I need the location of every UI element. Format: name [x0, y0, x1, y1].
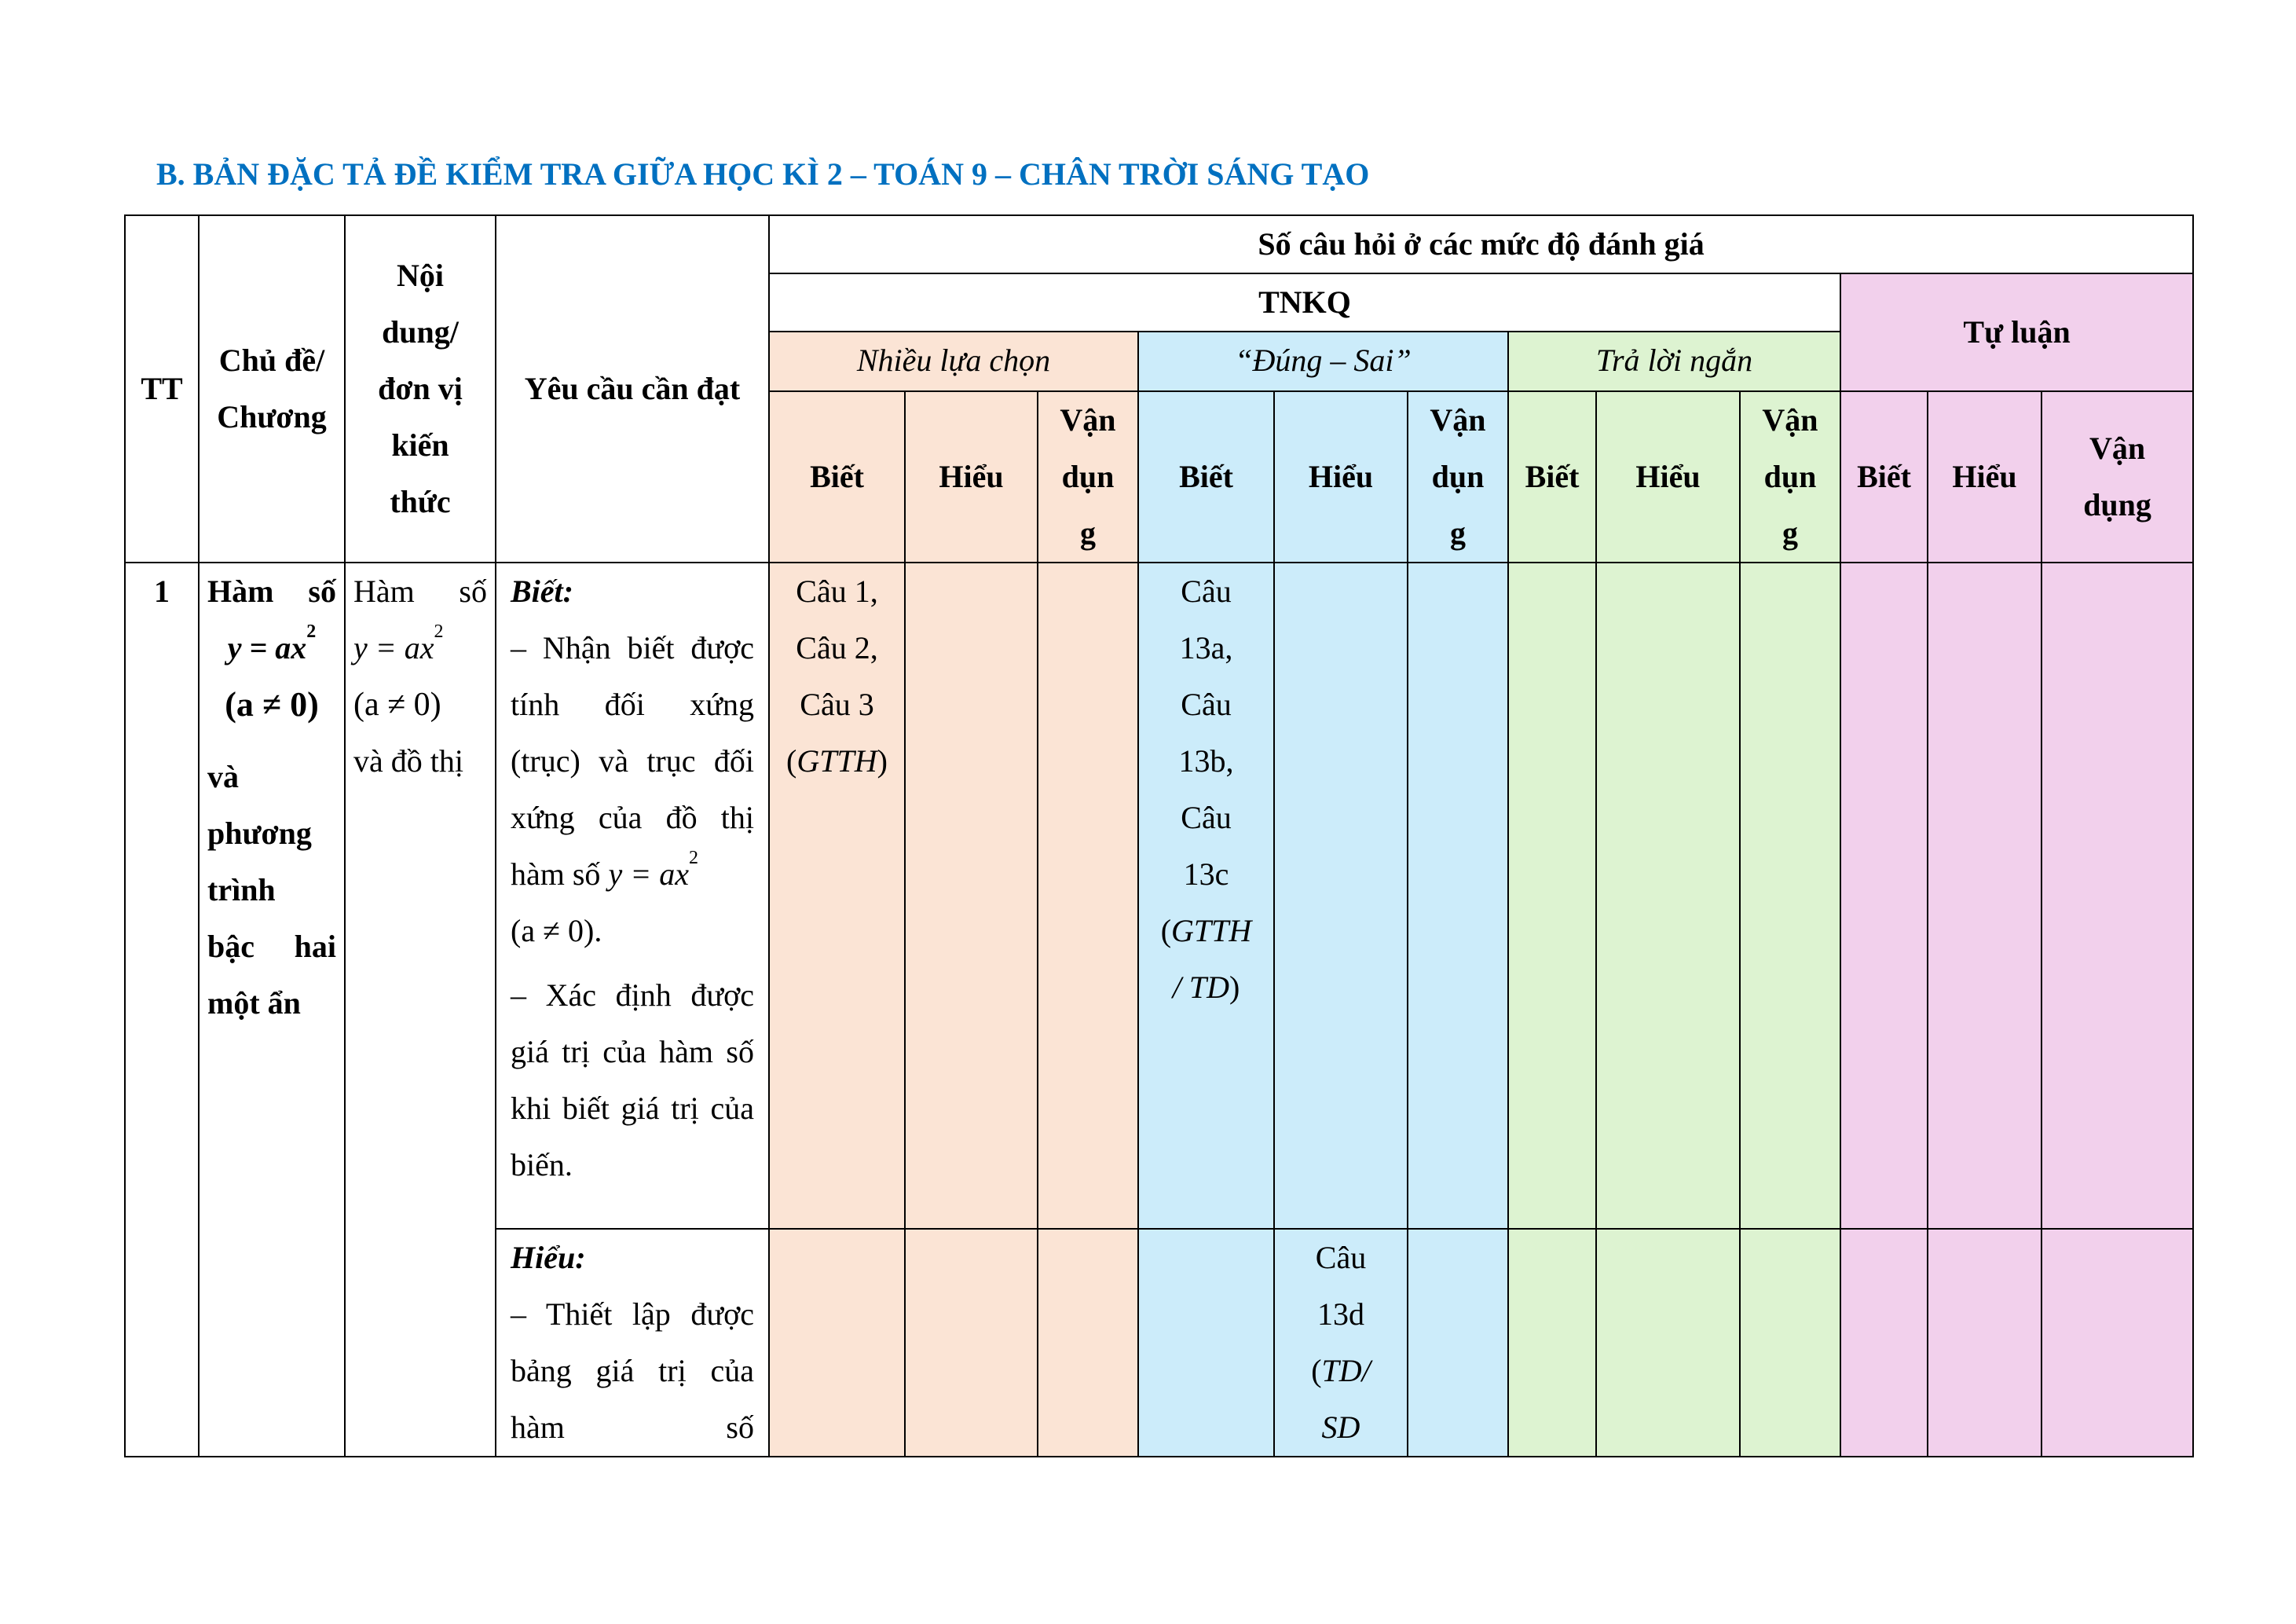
cell-mc-vandung-2: [1037, 1228, 1139, 1457]
header-mc-vandung: Vận dụn g: [1037, 390, 1139, 563]
cell-sa-vandung-2: [1739, 1228, 1841, 1457]
table-row-hieu: Hiểu: – Thiết lập được bảng giá trị của …: [125, 1228, 2195, 1457]
header-multiple-choice: Nhiều lựa chọn: [768, 331, 1139, 392]
cell-mc-hieu: [904, 562, 1038, 1230]
table-row-biet: 1 Hàm số y = ax2 (a ≠ 0) và phương trình…: [124, 562, 2195, 1457]
header-essay: Tự luận: [1839, 273, 2195, 392]
cell-mc-vandung: [1037, 562, 1139, 1230]
header-true-false: “Đúng – Sai”: [1137, 331, 1509, 392]
header-sa-vandung: Vận dụn g: [1739, 390, 1841, 563]
cell-sa-hieu: [1595, 562, 1741, 1230]
header-tt: TT: [124, 214, 200, 563]
row-number: 1: [124, 562, 200, 1457]
cell-tf-biet: Câu 13a, Câu 13b, Câu 13c (GTTH / TD): [1137, 562, 1275, 1230]
header-short-answer: Trả lời ngắn: [1507, 331, 1841, 392]
header-mc-hieu: Hiểu: [904, 390, 1038, 563]
header-mc-biet: Biết: [768, 390, 906, 563]
specification-table: TT Chủ đề/Chương Nội dung/đơn vị kiến thức …: [124, 214, 2195, 1457]
cell-essay-vandung: [2040, 562, 2195, 1230]
cell-essay-biet-2: [1840, 1228, 1928, 1457]
cell-essay-biet: [1840, 562, 1928, 1230]
header-sa-hieu: Hiểu: [1595, 390, 1741, 563]
row-topic: Hàm số y = ax2 (a ≠ 0) và phương trình b…: [198, 562, 346, 1457]
header-tf-biet: Biết: [1137, 390, 1275, 563]
cell-mc-hieu-2: [904, 1228, 1038, 1457]
header-tf-vandung: Vận dụn g: [1407, 390, 1509, 563]
cell-sa-hieu-2: [1595, 1228, 1741, 1457]
header-essay-biet: Biết: [1840, 390, 1928, 563]
header-essay-vandung: Vận dụng: [2040, 390, 2195, 563]
cell-mc-biet: Câu 1, Câu 2, Câu 3 (GTTH): [768, 562, 906, 1230]
cell-essay-vandung-2: [2040, 1228, 2195, 1457]
cell-sa-vandung: [1739, 562, 1841, 1230]
header-tf-hieu: Hiểu: [1273, 390, 1408, 563]
cell-tf-hieu-2: Câu 13d (TD/ SD: [1273, 1228, 1408, 1457]
header-essay-hieu: Hiểu: [1927, 390, 2042, 563]
cell-tf-biet-2: [1137, 1228, 1275, 1457]
cell-essay-hieu-2: [1927, 1228, 2042, 1457]
cell-sa-biet: [1507, 562, 1597, 1230]
cell-sa-biet-2: [1507, 1228, 1597, 1457]
header-tnkq: TNKQ: [768, 273, 1841, 332]
cell-tf-hieu: [1273, 562, 1408, 1230]
header-requirement: Yêu cầu cần đạt: [495, 214, 770, 563]
header-content: Nội dung/đơn vị kiến thức: [344, 214, 496, 563]
cell-mc-biet-2: [768, 1228, 906, 1457]
document-title: B. BẢN ĐẶC TẢ ĐỀ KIỂM TRA GIỮA HỌC KÌ 2 …: [156, 156, 1370, 192]
requirement-biet: Biết: – Nhận biết được tính đối xứng (tr…: [495, 562, 770, 1230]
header-levels-title: Số câu hỏi ở các mức độ đánh giá: [767, 214, 2195, 274]
requirement-hieu: Hiểu: – Thiết lập được bảng giá trị của …: [495, 1228, 770, 1457]
row-content: Hàm số y = ax2 (a ≠ 0) và đồ thị: [344, 562, 496, 1457]
header-topic: Chủ đề/Chương: [198, 214, 346, 563]
cell-tf-vandung-2: [1407, 1228, 1509, 1457]
cell-essay-hieu: [1927, 562, 2042, 1230]
header-sa-biet: Biết: [1507, 390, 1597, 563]
cell-tf-vandung: [1407, 562, 1509, 1230]
